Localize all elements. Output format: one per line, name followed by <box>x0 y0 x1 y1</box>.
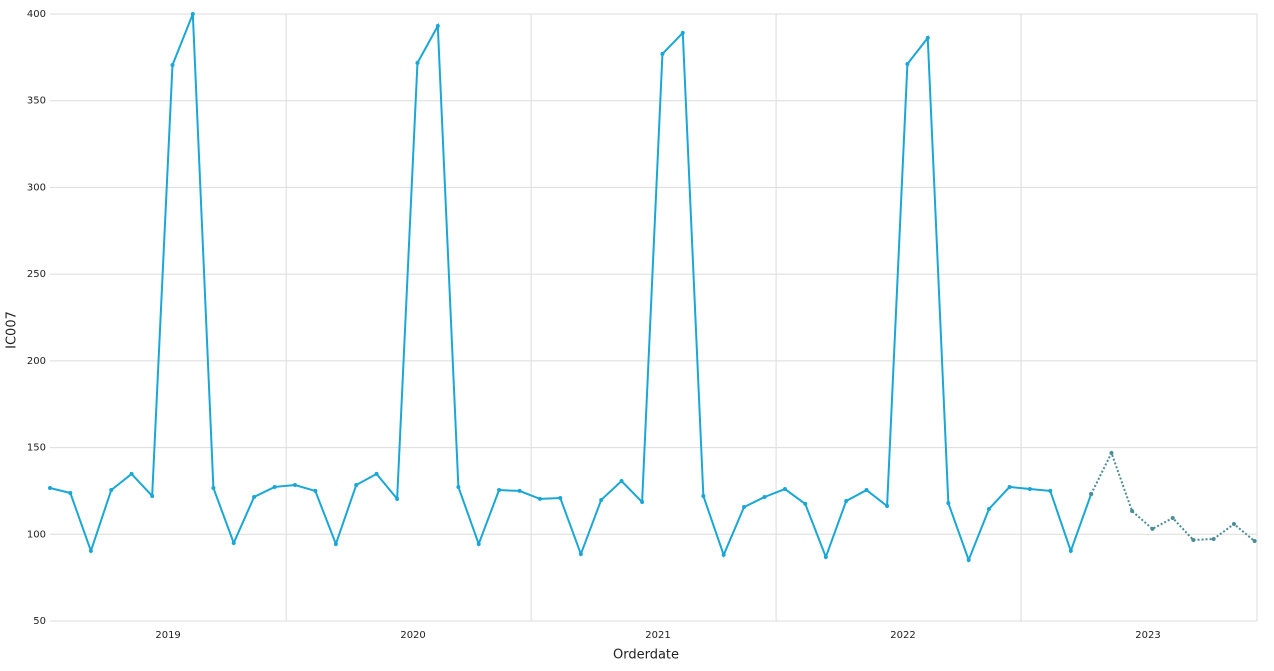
point <box>558 496 563 501</box>
point <box>109 488 114 493</box>
x-axis-title: Orderdate <box>613 648 679 663</box>
x-tick-label: 2020 <box>400 630 425 641</box>
point <box>537 496 542 501</box>
point <box>599 497 604 502</box>
point <box>946 501 951 506</box>
point <box>1007 484 1012 489</box>
point <box>88 548 93 553</box>
point <box>333 541 338 546</box>
point <box>1150 526 1155 531</box>
point <box>1252 539 1257 544</box>
point <box>129 471 134 476</box>
point <box>1211 536 1216 541</box>
y-axis-title: IC007 <box>5 311 20 349</box>
x-tick-label: 2022 <box>890 630 915 641</box>
point <box>925 35 930 40</box>
point <box>497 488 502 493</box>
point <box>986 506 991 511</box>
point <box>1089 492 1094 497</box>
x-tick-label: 2023 <box>1135 630 1160 641</box>
point <box>1048 488 1053 493</box>
point <box>1027 487 1032 492</box>
point <box>640 500 645 505</box>
point <box>742 505 747 510</box>
y-tick-label: 350 <box>27 96 46 107</box>
point <box>619 479 624 484</box>
point <box>1130 509 1135 514</box>
point <box>1170 515 1175 520</box>
point <box>415 60 420 65</box>
point <box>905 61 910 66</box>
series-line <box>1090 450 1256 542</box>
point <box>272 484 277 489</box>
point <box>721 552 726 557</box>
point <box>966 557 971 562</box>
point <box>1191 538 1196 543</box>
point <box>1068 548 1073 553</box>
point <box>211 485 216 490</box>
point <box>782 487 787 492</box>
y-tick-label: 250 <box>27 269 46 280</box>
x-tick-label: 2019 <box>155 630 180 641</box>
y-tick-label: 50 <box>33 616 46 627</box>
point <box>823 555 828 560</box>
point <box>762 494 767 499</box>
point <box>68 491 73 496</box>
point <box>374 471 379 476</box>
point <box>48 485 52 490</box>
point <box>435 23 440 28</box>
x-tick-label: 2021 <box>645 630 670 641</box>
point <box>476 541 481 546</box>
point <box>170 62 175 67</box>
y-tick-label: 150 <box>27 443 46 454</box>
point <box>231 540 236 545</box>
point <box>517 488 522 493</box>
y-tick-label: 300 <box>27 182 46 193</box>
point <box>701 493 706 498</box>
point <box>660 51 665 56</box>
point <box>252 494 257 499</box>
point <box>578 552 583 557</box>
point <box>313 488 318 493</box>
point <box>844 498 849 503</box>
point <box>354 483 359 488</box>
y-tick-label: 400 <box>27 9 46 20</box>
y-tick-label: 100 <box>27 529 46 540</box>
point <box>292 483 297 488</box>
point <box>395 496 400 501</box>
point <box>864 488 869 493</box>
series-line <box>49 13 1093 563</box>
point <box>150 493 155 498</box>
point <box>1231 522 1236 527</box>
point <box>1109 450 1114 455</box>
point <box>190 12 195 16</box>
point <box>803 501 808 506</box>
point <box>456 484 461 489</box>
point <box>885 504 890 509</box>
y-tick-label: 200 <box>27 356 46 367</box>
point <box>680 30 685 35</box>
